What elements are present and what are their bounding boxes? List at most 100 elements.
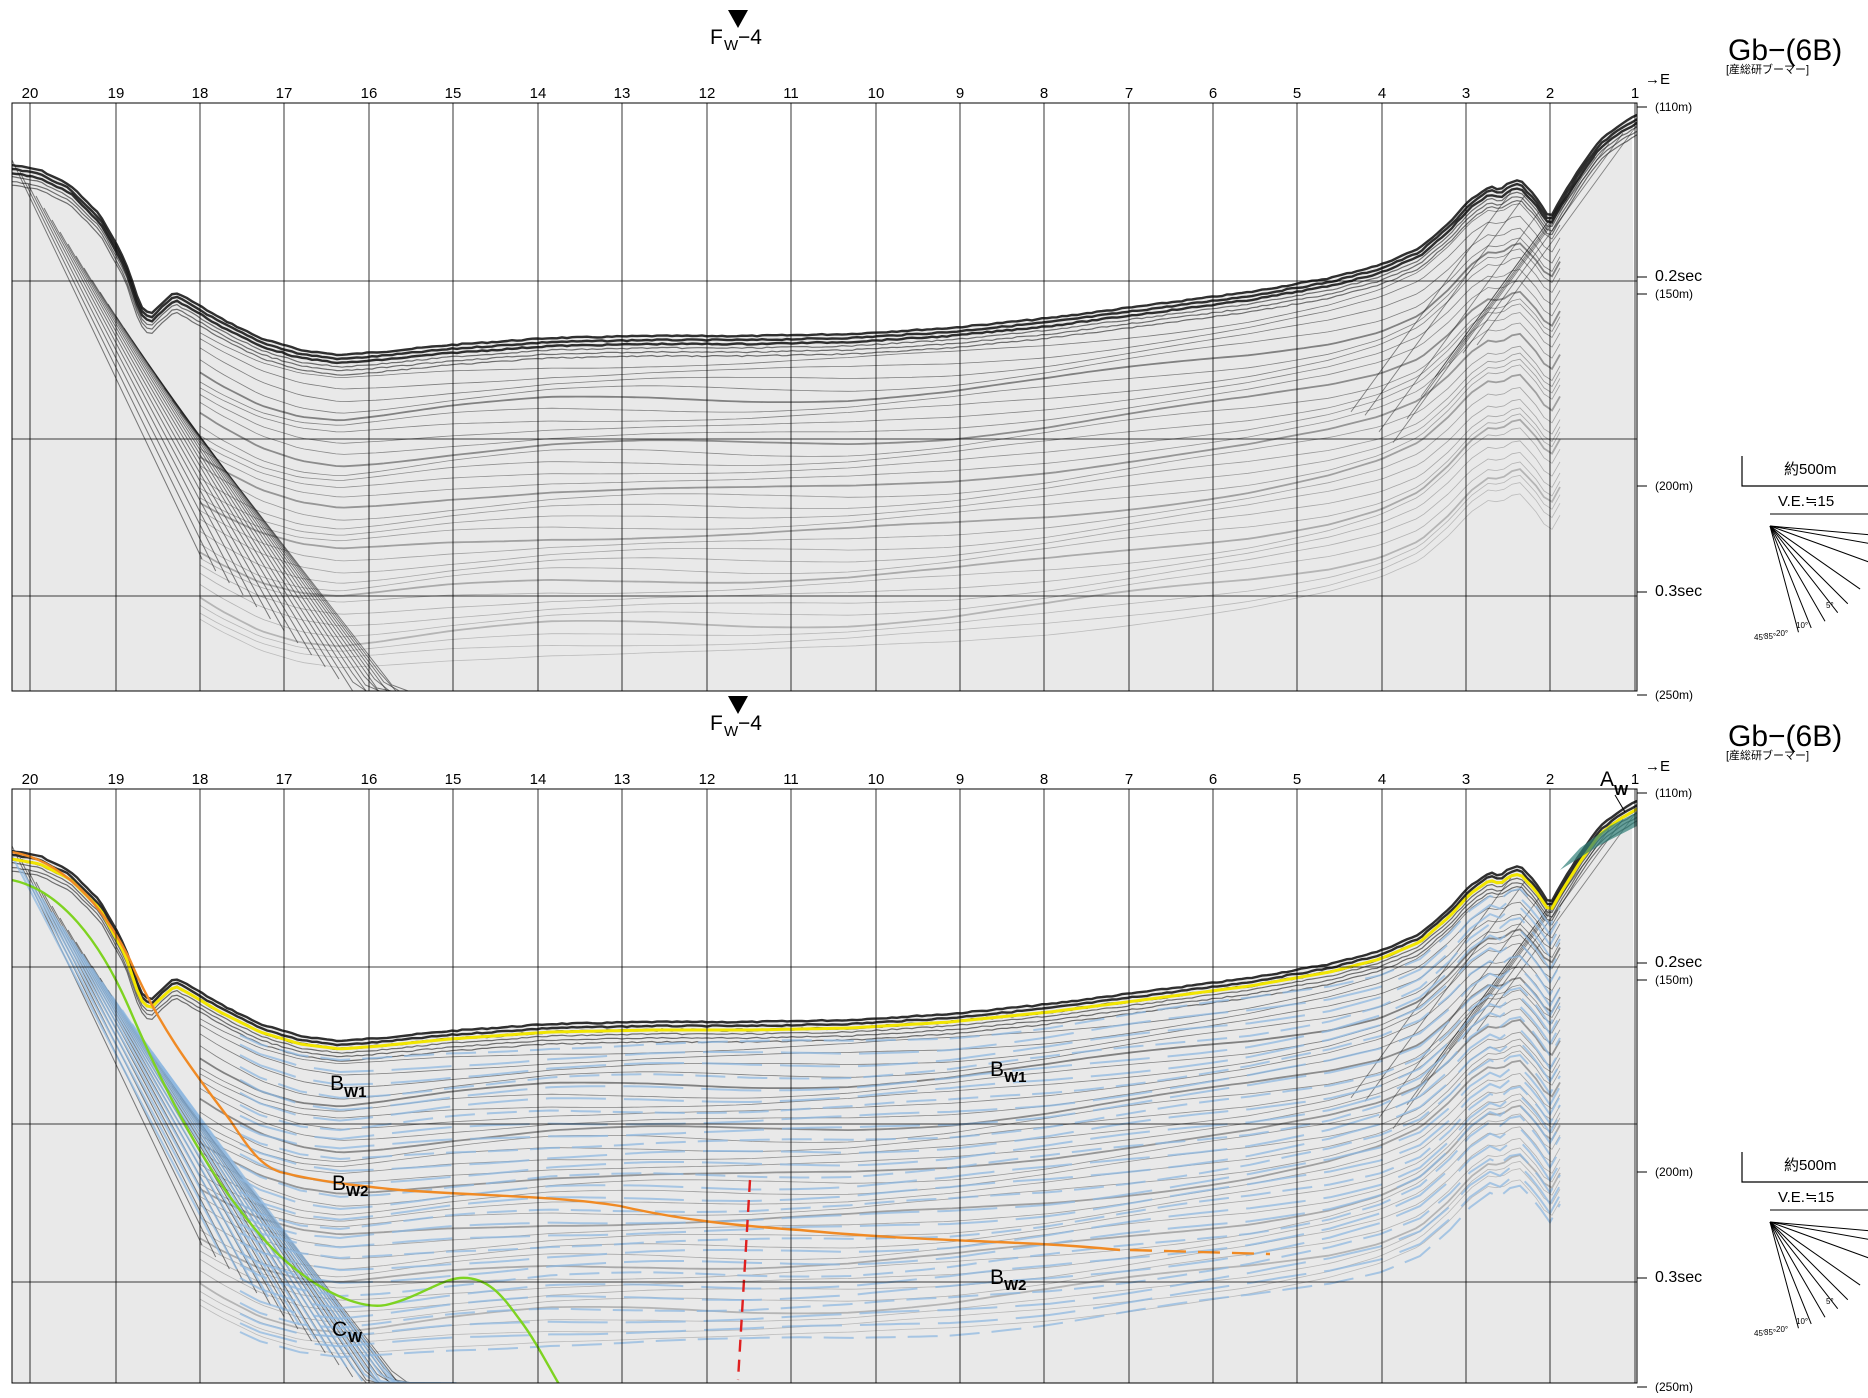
shot-point-label: 3 xyxy=(1462,771,1470,788)
sediment-reflector xyxy=(199,237,1561,414)
shot-point-label: 13 xyxy=(614,771,631,788)
fault-marker-icon xyxy=(728,10,748,28)
sediment-reflector xyxy=(199,1147,1561,1324)
depth-axis-label: 0.2sec xyxy=(1655,268,1702,285)
svg-text:W1: W1 xyxy=(1004,1069,1027,1086)
sediment-reflector xyxy=(199,248,1561,426)
unit-label-bw2-west: B W2 xyxy=(332,1172,369,1200)
svg-text:W2: W2 xyxy=(1004,1277,1027,1294)
seafloor-reflector xyxy=(12,113,1637,357)
reflector-trace xyxy=(101,981,364,1382)
svg-text:B: B xyxy=(330,1072,344,1095)
shot-point-label: 19 xyxy=(108,771,125,788)
seafloor-reflector xyxy=(12,812,1637,1054)
sediment-reflector xyxy=(199,942,1561,1119)
dip-angle-label: 45° xyxy=(1754,1329,1766,1338)
sediment-reflector xyxy=(199,976,1561,1154)
reflector-trace xyxy=(239,1115,1561,1298)
scale-length-label: 約500m xyxy=(1784,461,1837,478)
reflector-trace xyxy=(239,1094,1561,1272)
sediment-fill xyxy=(12,117,1637,691)
depth-axis-label: 0.3sec xyxy=(1655,583,1702,600)
reflector-trace xyxy=(239,1065,1561,1240)
scale-bar-line xyxy=(1741,1152,1868,1183)
shot-point-label: 19 xyxy=(108,85,125,102)
dip-line xyxy=(1769,1221,1812,1325)
seafloor-reflector xyxy=(12,126,1637,368)
sediment-reflector xyxy=(199,256,1561,433)
dip-angle-label: 35° xyxy=(1764,632,1776,641)
reflector-trace xyxy=(239,1005,1561,1186)
reflector-trace xyxy=(81,953,332,1354)
dipping-reflector xyxy=(1406,198,1568,420)
sediment-reflector xyxy=(199,269,1561,444)
dip-line xyxy=(1769,525,1799,633)
reflector-trace xyxy=(239,1085,1561,1260)
sediment-reflector xyxy=(199,901,1561,1076)
shot-point-label: 7 xyxy=(1125,85,1133,102)
shot-point-label: 13 xyxy=(614,85,631,102)
sediment-reflector xyxy=(199,203,1561,379)
sediment-reflector xyxy=(199,290,1561,468)
dip-line xyxy=(1769,525,1812,629)
shot-point-label: 2 xyxy=(1546,771,1554,788)
reflector-trace xyxy=(51,911,285,1312)
dipping-reflector xyxy=(59,231,285,632)
sediment-reflector xyxy=(199,1126,1561,1301)
reflector-trace xyxy=(239,955,1561,1132)
seafloor-reflector xyxy=(12,804,1637,1047)
dip-line xyxy=(1769,1221,1826,1318)
dip-line xyxy=(1769,1221,1849,1301)
shot-point-label: 14 xyxy=(530,771,547,788)
shot-point-label: 8 xyxy=(1040,85,1048,102)
dip-angle-label: 20° xyxy=(1776,1325,1788,1334)
dip-angle-fan: 45°35° 20° 10° 5° xyxy=(1754,525,1868,642)
depth-axis-label: (110m) xyxy=(1655,786,1692,800)
svg-text:A: A xyxy=(1600,768,1614,791)
direction-label: →E xyxy=(1645,71,1670,88)
dipping-reflector xyxy=(27,183,230,584)
dipping-reflector xyxy=(12,845,203,1246)
reflector-trace xyxy=(239,1140,1561,1320)
unit-label-bw1-west: B W1 xyxy=(330,1072,367,1101)
shot-point-label: 9 xyxy=(956,771,964,788)
svg-text:B: B xyxy=(990,1266,1004,1289)
shot-point-label: 15 xyxy=(445,85,462,102)
shot-point-label: 16 xyxy=(361,771,378,788)
svg-text:W: W xyxy=(348,1329,363,1346)
sediment-reflector xyxy=(199,474,1561,652)
scale-length-label: 約500m xyxy=(1784,1157,1837,1174)
depth-axis-label: (200m) xyxy=(1655,1165,1693,1179)
scale-bar-line xyxy=(1741,456,1868,487)
shot-point-label: 6 xyxy=(1209,85,1217,102)
shot-point-label: 15 xyxy=(445,771,462,788)
scale-bar-top: 約500m V.E.≒15 45°35° 20° 10° 5° xyxy=(1741,456,1868,642)
dipping-reflector xyxy=(91,279,340,680)
sediment-reflector xyxy=(199,1044,1561,1222)
shot-point-label: 10 xyxy=(868,85,885,102)
reflector-trace xyxy=(239,906,1561,1086)
shot-point-label: 6 xyxy=(1209,771,1217,788)
reflector-trace xyxy=(239,1016,1561,1198)
svg-text:W2: W2 xyxy=(346,1183,369,1200)
uninterpreted-profile-panel: F W −4 Gb−(6B) [産総研ブーマー] →E 20 19 18 17 16 15… xyxy=(11,10,1868,702)
depth-axis-top: (110m) 0.2sec (150m) (200m) 0.3sec (250m) xyxy=(1636,100,1702,702)
profile-title: Gb−(6B) xyxy=(1728,720,1842,753)
dipping-reflector xyxy=(1462,818,1624,1040)
sediment-reflector xyxy=(199,461,1561,638)
reflector-trace xyxy=(239,1076,1561,1249)
aw-unit-fill xyxy=(1560,812,1637,870)
shot-point-label: 18 xyxy=(192,771,209,788)
ve-label: V.E.≒15 xyxy=(1778,1189,1834,1206)
reflector-trace xyxy=(239,1164,1561,1338)
shot-point-label: 1 xyxy=(1631,85,1639,102)
fault-label-sub: W xyxy=(724,723,739,740)
shot-point-label: 5 xyxy=(1293,85,1301,102)
shot-point-label: 4 xyxy=(1378,771,1386,788)
seafloor-reflector xyxy=(12,118,1637,361)
dip-angle-label: 45° xyxy=(1754,633,1766,642)
seismic-section-top xyxy=(12,113,1637,691)
depth-axis-bottom: (110m) 0.2sec (150m) (200m) 0.3sec (250m) xyxy=(1636,786,1702,1394)
